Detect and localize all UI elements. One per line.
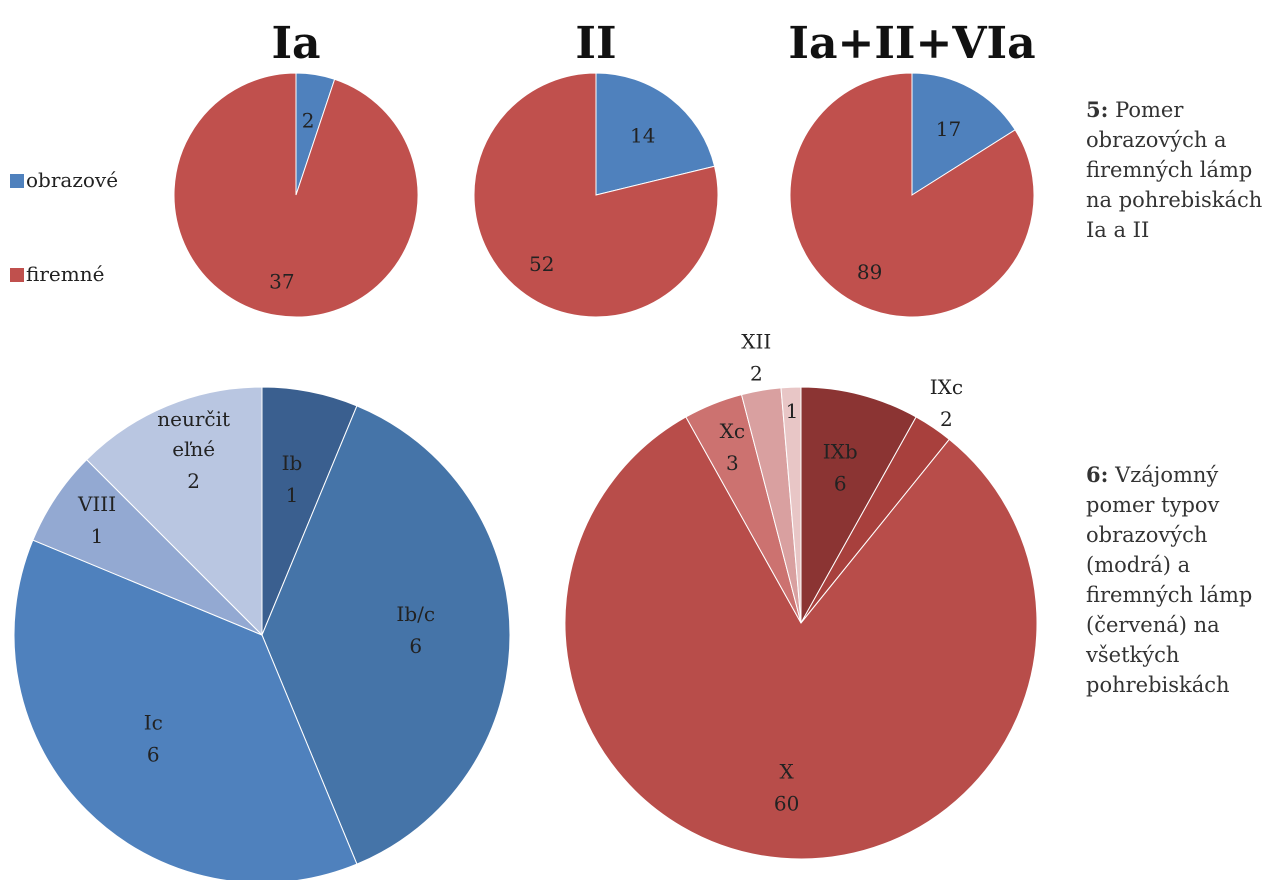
slice-value-label: 2 [302,108,315,132]
slice-value-label: 60 [774,791,799,815]
caption-text: Vzájomný pomer typov obrazových (modrá) … [1086,463,1253,697]
legend-label: firemné [26,262,105,286]
slice-name-label: VIII [77,492,116,516]
slice-value-label: 1 [786,399,799,423]
legend-item-obrazove: obrazové [10,168,118,192]
slice-value-label: 89 [857,260,882,284]
slice-value-label: 17 [936,117,961,141]
caption-number: 5: [1086,97,1109,122]
slice-value-label: 37 [269,270,294,294]
pie-slice-obrazové [595,72,716,196]
legend-swatch-icon [10,268,24,282]
legend-swatch-icon [10,174,24,188]
pie-chart-3: Ia+II+VIa 17 89 [788,18,1036,318]
slice-value-label: 3 [726,451,739,475]
pie-slice-firemné [473,72,719,318]
slice-name-label: Ic [144,711,163,735]
pie-slice-obrazové [911,72,1016,196]
slice-name-label: Ib/c [396,602,435,626]
legend-item-firemne: firemné [10,262,104,286]
legend-label: obrazové [26,168,119,192]
slice-name-label: Xc [720,419,745,443]
slice-name-label: Ib [282,451,303,475]
caption-text: Pomer obrazových a firemných lámp na poh… [1086,98,1263,242]
slice-value-label: 6 [834,471,847,495]
slice-value-label: 6 [409,634,422,658]
pie-chart-4: Ib 1 Ib/c 6 Ic 6 VIII 1 neurčit eľné 2 [13,386,511,884]
chart-title: II [575,18,616,69]
pie-slice-Ib/c [261,405,511,865]
slice-value-label: 1 [286,483,299,507]
slice-name-label: X [779,759,794,783]
slice-name-label: IXc [930,375,963,399]
pie-slice-firemné [173,72,419,318]
slice-value-label: 2 [750,361,763,385]
slice-name-label: IXb [823,439,858,463]
pie-chart-1: Ia 2 37 [173,18,419,318]
slice-value-label: 52 [529,252,554,276]
slice-name-label: eľné [172,437,215,461]
slice-value-label: 2 [940,407,953,431]
pie-slice-neurčiteľné [85,386,263,637]
pie-slice-firemné [789,72,1035,318]
caption-5: 5: Pomer obrazových a firemných lámp na … [1086,95,1281,245]
pie-slice-IXb [800,386,917,625]
slice-value-label: 6 [147,743,160,767]
slice-value-label: 2 [187,469,200,493]
slice-name-label: XII [741,329,771,353]
chart-title: Ia+II+VIa [788,18,1035,69]
slice-value-label: 1 [91,524,104,548]
pie-slice-X [564,416,1038,860]
chart-title: Ia [271,18,320,69]
caption-6: 6: Vzájomný pomer typov obrazových (modr… [1086,460,1276,700]
caption-number: 6: [1086,462,1109,487]
slice-name-label: neurčit [157,407,230,431]
pie-chart-2: II 14 52 [473,18,719,318]
slice-value-label: 14 [630,124,655,148]
pie-slice-5 [780,386,802,624]
